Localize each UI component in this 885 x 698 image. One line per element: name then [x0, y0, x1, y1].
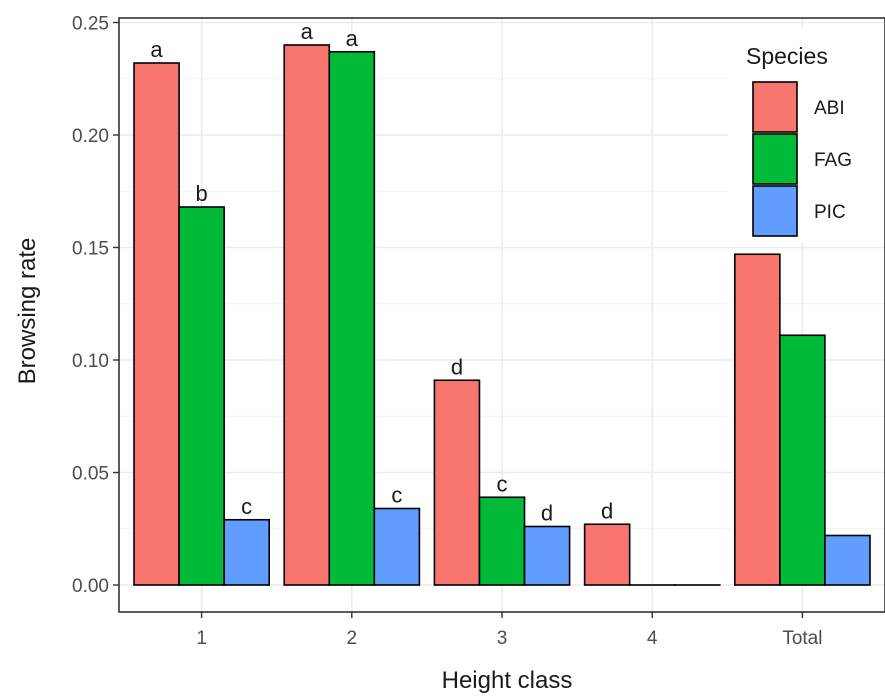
- x-tick-label: 1: [196, 628, 207, 649]
- significance-label: c: [391, 483, 402, 508]
- bar-fag: [478, 496, 526, 586]
- y-tick-label: 0.00: [72, 576, 109, 597]
- bar-fag: [178, 206, 225, 586]
- bar-pic: [373, 507, 421, 586]
- bar-fag: [328, 50, 376, 586]
- x-axis-title: Height class: [442, 667, 573, 694]
- significance-label: d: [601, 498, 613, 523]
- legend-label-pic: PIC: [814, 202, 846, 223]
- significance-label: d: [541, 501, 553, 526]
- bar-abi: [583, 523, 631, 586]
- significance-labels: a a d d b a c c c d: [150, 19, 613, 526]
- significance-label: c: [497, 471, 508, 496]
- bar-abi: [734, 253, 781, 586]
- x-tick-label: 3: [497, 628, 508, 649]
- significance-label: a: [301, 19, 314, 44]
- y-tick-label: 0.25: [72, 14, 109, 35]
- x-tick-label: Total: [782, 628, 822, 649]
- bar-abi: [433, 379, 481, 586]
- bar-pic: [523, 525, 571, 586]
- legend: Species ABI FAG PIC: [728, 28, 884, 243]
- y-axis-title: Browsing rate: [14, 238, 41, 385]
- x-tick-label: 4: [647, 628, 658, 649]
- bar-pic: [223, 518, 270, 586]
- legend-title: Species: [746, 43, 828, 69]
- bars: [133, 44, 871, 586]
- bar-pic: [824, 534, 871, 586]
- legend-key-pic: [752, 185, 798, 237]
- bar-abi: [283, 44, 331, 586]
- significance-label: d: [451, 354, 463, 379]
- axes: 0.00 0.05 0.10 0.15 0.20 0.25 1 2 3 4 Total: [72, 14, 885, 649]
- bar-abi: [133, 62, 180, 586]
- legend-key-abi: [752, 81, 798, 133]
- significance-label: a: [346, 26, 359, 51]
- y-tick-label: 0.05: [72, 464, 109, 485]
- x-tick-label: 2: [347, 628, 358, 649]
- significance-label: c: [241, 494, 252, 519]
- y-tick-label: 0.20: [72, 126, 109, 147]
- y-tick-label: 0.15: [72, 239, 109, 260]
- bar-fag: [779, 334, 826, 586]
- significance-label: b: [195, 181, 207, 206]
- legend-key-fag: [752, 133, 798, 185]
- legend-label-abi: ABI: [814, 98, 845, 119]
- y-tick-label: 0.10: [72, 351, 109, 372]
- significance-label: a: [150, 37, 163, 62]
- legend-label-fag: FAG: [814, 150, 852, 171]
